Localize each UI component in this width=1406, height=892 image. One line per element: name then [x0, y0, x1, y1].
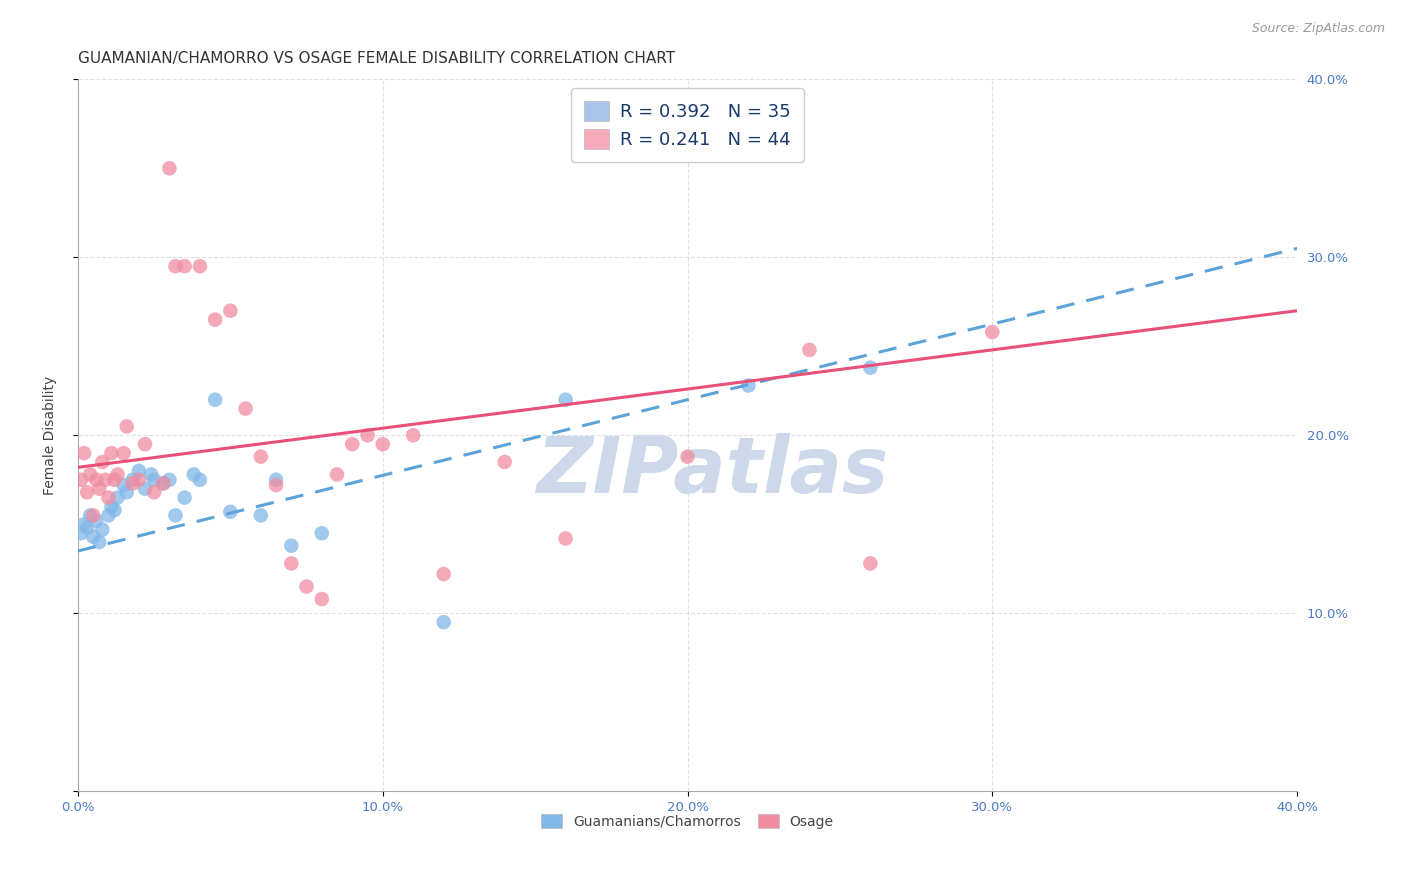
Point — [112, 478, 135, 492]
Point — [342, 437, 364, 451]
Point — [82, 530, 104, 544]
Point — [402, 428, 425, 442]
Point — [737, 378, 759, 392]
Point — [89, 535, 111, 549]
Point — [115, 419, 138, 434]
Text: GUAMANIAN/CHAMORRO VS OSAGE FEMALE DISABILITY CORRELATION CHART: GUAMANIAN/CHAMORRO VS OSAGE FEMALE DISAB… — [77, 51, 675, 66]
Point — [100, 446, 122, 460]
Point — [103, 503, 125, 517]
Point — [188, 473, 211, 487]
Point — [128, 473, 150, 487]
Point — [326, 467, 349, 482]
Point — [165, 259, 187, 273]
Point — [433, 567, 456, 582]
Point — [152, 476, 174, 491]
Point — [139, 467, 162, 482]
Point — [91, 455, 114, 469]
Point — [143, 485, 166, 500]
Point — [173, 259, 195, 273]
Point — [134, 437, 156, 451]
Text: ZIPatlas: ZIPatlas — [536, 433, 889, 509]
Point — [799, 343, 821, 357]
Point — [235, 401, 257, 416]
Point — [97, 508, 120, 523]
Point — [676, 450, 699, 464]
Point — [100, 500, 122, 514]
Point — [91, 523, 114, 537]
Point — [112, 446, 135, 460]
Text: Source: ZipAtlas.com: Source: ZipAtlas.com — [1251, 22, 1385, 36]
Point — [76, 485, 98, 500]
Point — [157, 161, 180, 176]
Point — [121, 476, 143, 491]
Point — [554, 392, 576, 407]
Point — [152, 476, 174, 491]
Point — [73, 446, 96, 460]
Point — [89, 482, 111, 496]
Point — [295, 580, 318, 594]
Point — [264, 478, 287, 492]
Point — [128, 464, 150, 478]
Point — [264, 473, 287, 487]
Point — [250, 508, 273, 523]
Point — [107, 467, 129, 482]
Point — [311, 526, 333, 541]
Point — [280, 557, 302, 571]
Point — [121, 473, 143, 487]
Point — [82, 508, 104, 523]
Point — [311, 592, 333, 607]
Point — [188, 259, 211, 273]
Point — [73, 517, 96, 532]
Point — [84, 514, 107, 528]
Point — [219, 505, 242, 519]
Point — [76, 521, 98, 535]
Point — [204, 312, 226, 326]
Point — [859, 360, 882, 375]
Point — [97, 491, 120, 505]
Point — [165, 508, 187, 523]
Point — [107, 491, 129, 505]
Legend: Guamanians/Chamorros, Osage: Guamanians/Chamorros, Osage — [536, 808, 839, 834]
Point — [494, 455, 516, 469]
Point — [79, 467, 101, 482]
Point — [70, 526, 93, 541]
Point — [356, 428, 378, 442]
Point — [134, 482, 156, 496]
Point — [70, 473, 93, 487]
Point — [103, 473, 125, 487]
Point — [94, 473, 117, 487]
Point — [280, 539, 302, 553]
Point — [981, 325, 1004, 339]
Point — [859, 557, 882, 571]
Point — [79, 508, 101, 523]
Point — [371, 437, 394, 451]
Point — [250, 450, 273, 464]
Point — [157, 473, 180, 487]
Point — [173, 491, 195, 505]
Point — [143, 473, 166, 487]
Point — [433, 615, 456, 630]
Point — [219, 303, 242, 318]
Point — [183, 467, 205, 482]
Point — [554, 532, 576, 546]
Point — [115, 485, 138, 500]
Y-axis label: Female Disability: Female Disability — [44, 376, 58, 495]
Point — [204, 392, 226, 407]
Point — [84, 473, 107, 487]
